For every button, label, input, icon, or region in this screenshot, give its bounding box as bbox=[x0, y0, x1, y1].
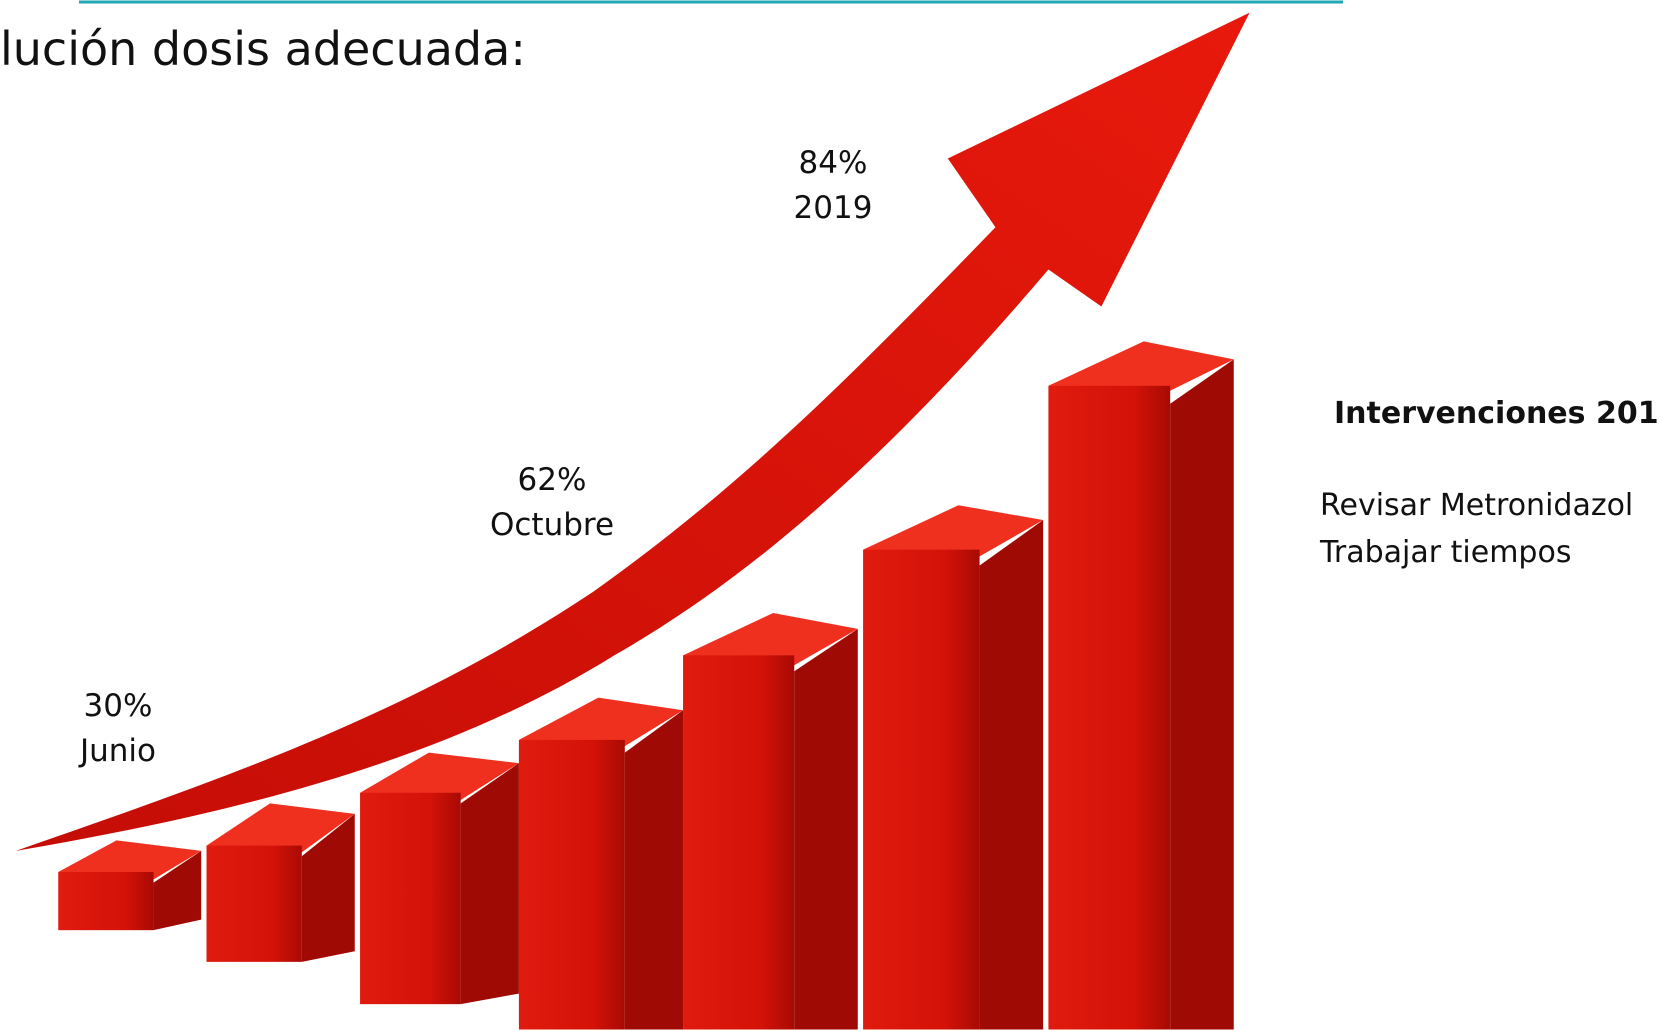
annotation-label: Octubre bbox=[489, 507, 615, 543]
annotation: 84% 2019 bbox=[723, 141, 943, 231]
annotation-value: 84% bbox=[798, 145, 868, 181]
sidebar-item: Trabajar tiempos bbox=[1320, 535, 1572, 570]
annotation-label: 2019 bbox=[793, 190, 873, 226]
rising-arrow bbox=[15, 12, 1250, 851]
bar-illustration bbox=[58, 840, 202, 931]
annotation: 62% Octubre bbox=[442, 458, 662, 548]
annotation-label: Junio bbox=[79, 733, 157, 769]
bar-illustration bbox=[1048, 341, 1234, 1030]
slide-title: lución dosis adecuada: bbox=[0, 22, 526, 76]
annotation-value: 62% bbox=[517, 462, 587, 498]
bar-illustration bbox=[518, 697, 684, 1030]
bar-illustration bbox=[206, 803, 355, 962]
sidebar-heading: Intervenciones 2019 bbox=[1334, 396, 1659, 431]
bar-illustration bbox=[683, 613, 858, 1030]
bars-illustration bbox=[15, 12, 1250, 1030]
bar-illustration bbox=[863, 505, 1044, 1030]
annotation: 30% Junio bbox=[8, 684, 228, 774]
annotation-value: 30% bbox=[83, 688, 153, 724]
bar-illustration bbox=[360, 752, 519, 1005]
sidebar-item: Revisar Metronidazol bbox=[1320, 488, 1634, 523]
